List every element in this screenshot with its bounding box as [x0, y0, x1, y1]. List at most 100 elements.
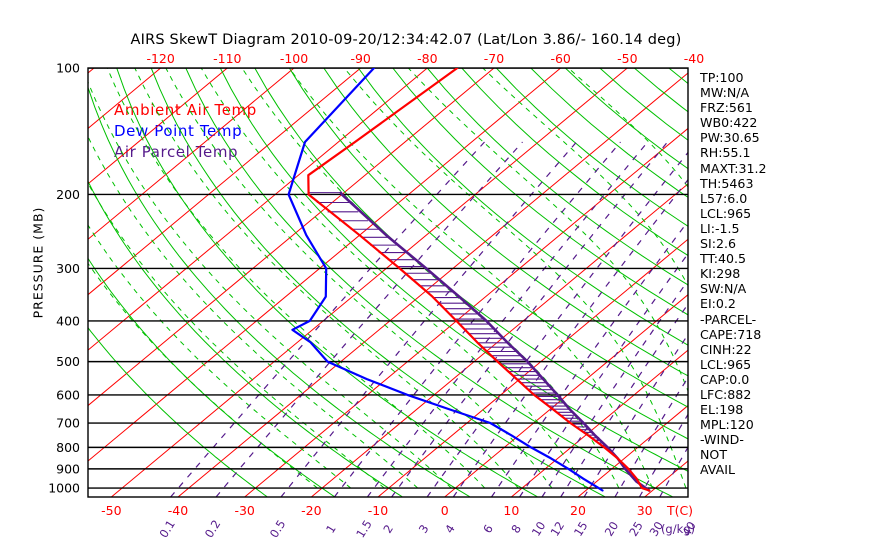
dry-adiabat-line: [88, 180, 403, 497]
mixing-ratio-line: [560, 303, 688, 497]
pressure-tick-label: 900: [56, 461, 80, 476]
mixing-ratio-tick-label: 0.1: [156, 517, 178, 540]
bottom-temperature-tick-label: 0: [441, 503, 449, 518]
stat-item: EL:198: [700, 402, 744, 418]
stat-item: TP:100: [700, 70, 744, 85]
stat-item: TH:5463: [700, 175, 754, 191]
stat-item: MPL:120: [700, 417, 754, 433]
stat-item: CINH:22: [700, 341, 752, 357]
mixing-ratio-tick-label: 40: [679, 519, 699, 539]
mixing-ratio-tick-label: 1: [323, 522, 339, 536]
stat-item: L57:6.0: [700, 190, 748, 206]
moist-adiabat-line: [200, 68, 586, 489]
mixing-ratio-line: [391, 141, 668, 497]
ambient-air-temp-curve: [307, 68, 651, 492]
dry-adiabat-line: [530, 68, 688, 198]
isotherm-line: [88, 68, 561, 462]
pressure-tick-label: 200: [56, 187, 80, 202]
legend-ambient-air-temp: Ambient Air Temp: [114, 101, 257, 119]
mixing-ratio-tick-label: 30: [647, 519, 667, 539]
mixing-ratio-tick-label: 4: [442, 522, 458, 536]
plot-gridlines: [0, 68, 870, 497]
isotherm-line: [111, 68, 628, 497]
moist-adiabat-line: [407, 68, 688, 393]
dry-adiabat-line: [668, 68, 688, 85]
stat-item: PW:30.65: [700, 130, 760, 146]
dry-adiabat-line: [633, 68, 688, 113]
mixing-ratio-line: [170, 141, 485, 497]
mixing-ratio-tick-label: 0.5: [267, 517, 289, 540]
top-temperature-tick-label: -50: [617, 51, 637, 66]
mixing-ratio-tick-label: 0.2: [202, 517, 224, 540]
isotherm-line: [0, 68, 27, 497]
moist-adiabat-line: [88, 262, 318, 489]
dry-adiabat-line: [219, 68, 688, 472]
moist-adiabat-line: [343, 68, 687, 489]
isotherm-line: [88, 68, 495, 407]
bottom-temperature-tick-label: 10: [503, 503, 519, 518]
stat-item: NOT: [700, 447, 728, 463]
dry-adiabat-line: [564, 68, 688, 170]
stat-item: LI:-1.5: [700, 220, 740, 236]
stat-item: WB0:422: [700, 115, 758, 131]
top-temperature-tick-label: -80: [417, 51, 437, 66]
moist-adiabat-line: [288, 68, 653, 489]
bottom-temperature-tick-label: -20: [301, 503, 321, 518]
dry-adiabat-line: [88, 85, 470, 497]
moist-adiabat-line: [88, 224, 352, 489]
moist-adiabat-line: [88, 182, 385, 489]
dry-adiabat-line: [772, 68, 870, 497]
isotherm-line: [177, 72, 688, 497]
mixing-ratio-line: [659, 446, 688, 497]
isotherm-line: [88, 68, 361, 296]
pressure-tick-label: 500: [56, 354, 80, 369]
dry-adiabat-line: [426, 68, 688, 286]
mixing-ratio-line: [692, 142, 870, 497]
mixing-ratio-tick-label: 15: [571, 519, 591, 539]
isotherm-line: [88, 68, 295, 240]
isotherm-line: [311, 183, 688, 497]
dry-adiabat-line: [323, 68, 688, 377]
stat-item: AVAIL: [700, 462, 735, 478]
stat-item: MAXT:31.2: [700, 160, 767, 176]
mixing-ratio-line: [583, 333, 688, 497]
stat-item: SW:N/A: [700, 281, 747, 297]
temperature-axis-unit-label: T(C): [666, 503, 693, 518]
dry-adiabat-line: [150, 68, 606, 497]
dry-adiabat-line: [185, 68, 673, 497]
mixing-ratio-tick-label: 8: [508, 522, 524, 536]
dry-adiabat-line: [357, 68, 688, 346]
dry-adiabat-line: [288, 68, 688, 408]
top-temperature-tick-label: -110: [213, 51, 241, 66]
dry-adiabat-line: [254, 68, 688, 440]
top-temperature-tick-label: -40: [684, 51, 704, 66]
plot-frame: [87, 67, 689, 498]
page-title: AIRS SkewT Diagram 2010-09-20/12:34:42.0…: [130, 32, 682, 48]
stat-item: EI:0.2: [700, 296, 736, 312]
stat-item: CAPE:718: [700, 326, 762, 342]
moist-adiabat-line: [134, 68, 519, 489]
mixing-ratio-axis-unit-label: (g/kg): [661, 522, 695, 536]
mixing-ratio-line: [541, 279, 688, 497]
mixing-ratio-tick-label: 20: [602, 519, 622, 539]
dew-point-temp-curve: [287, 68, 604, 492]
stat-item: RH:55.1: [700, 145, 751, 161]
moist-adiabat-line: [88, 135, 419, 489]
stats-panel: TP:100 MW:N/A FRZ:561 WB0:422 PW:30.65 R…: [700, 70, 865, 478]
mixing-ratio-tick-label: 25: [626, 519, 646, 539]
stat-item: -WIND-: [700, 432, 744, 448]
pressure-tick-label: 700: [56, 416, 80, 431]
isotherm-line: [88, 68, 161, 130]
mixing-ratio-tick-label: 12: [548, 519, 568, 539]
stat-item: LCL:965: [700, 356, 752, 372]
isotherm-line: [244, 127, 688, 497]
isotherm-line: [845, 68, 870, 497]
isotherm-line: [511, 349, 688, 497]
bottom-temperature-tick-label: -10: [368, 503, 388, 518]
stat-item: LCL:965: [700, 205, 752, 221]
pressure-tick-label: 400: [56, 313, 80, 328]
bottom-temperature-tick-label: -30: [234, 503, 254, 518]
bottom-temperature-tick-label: -50: [101, 503, 121, 518]
